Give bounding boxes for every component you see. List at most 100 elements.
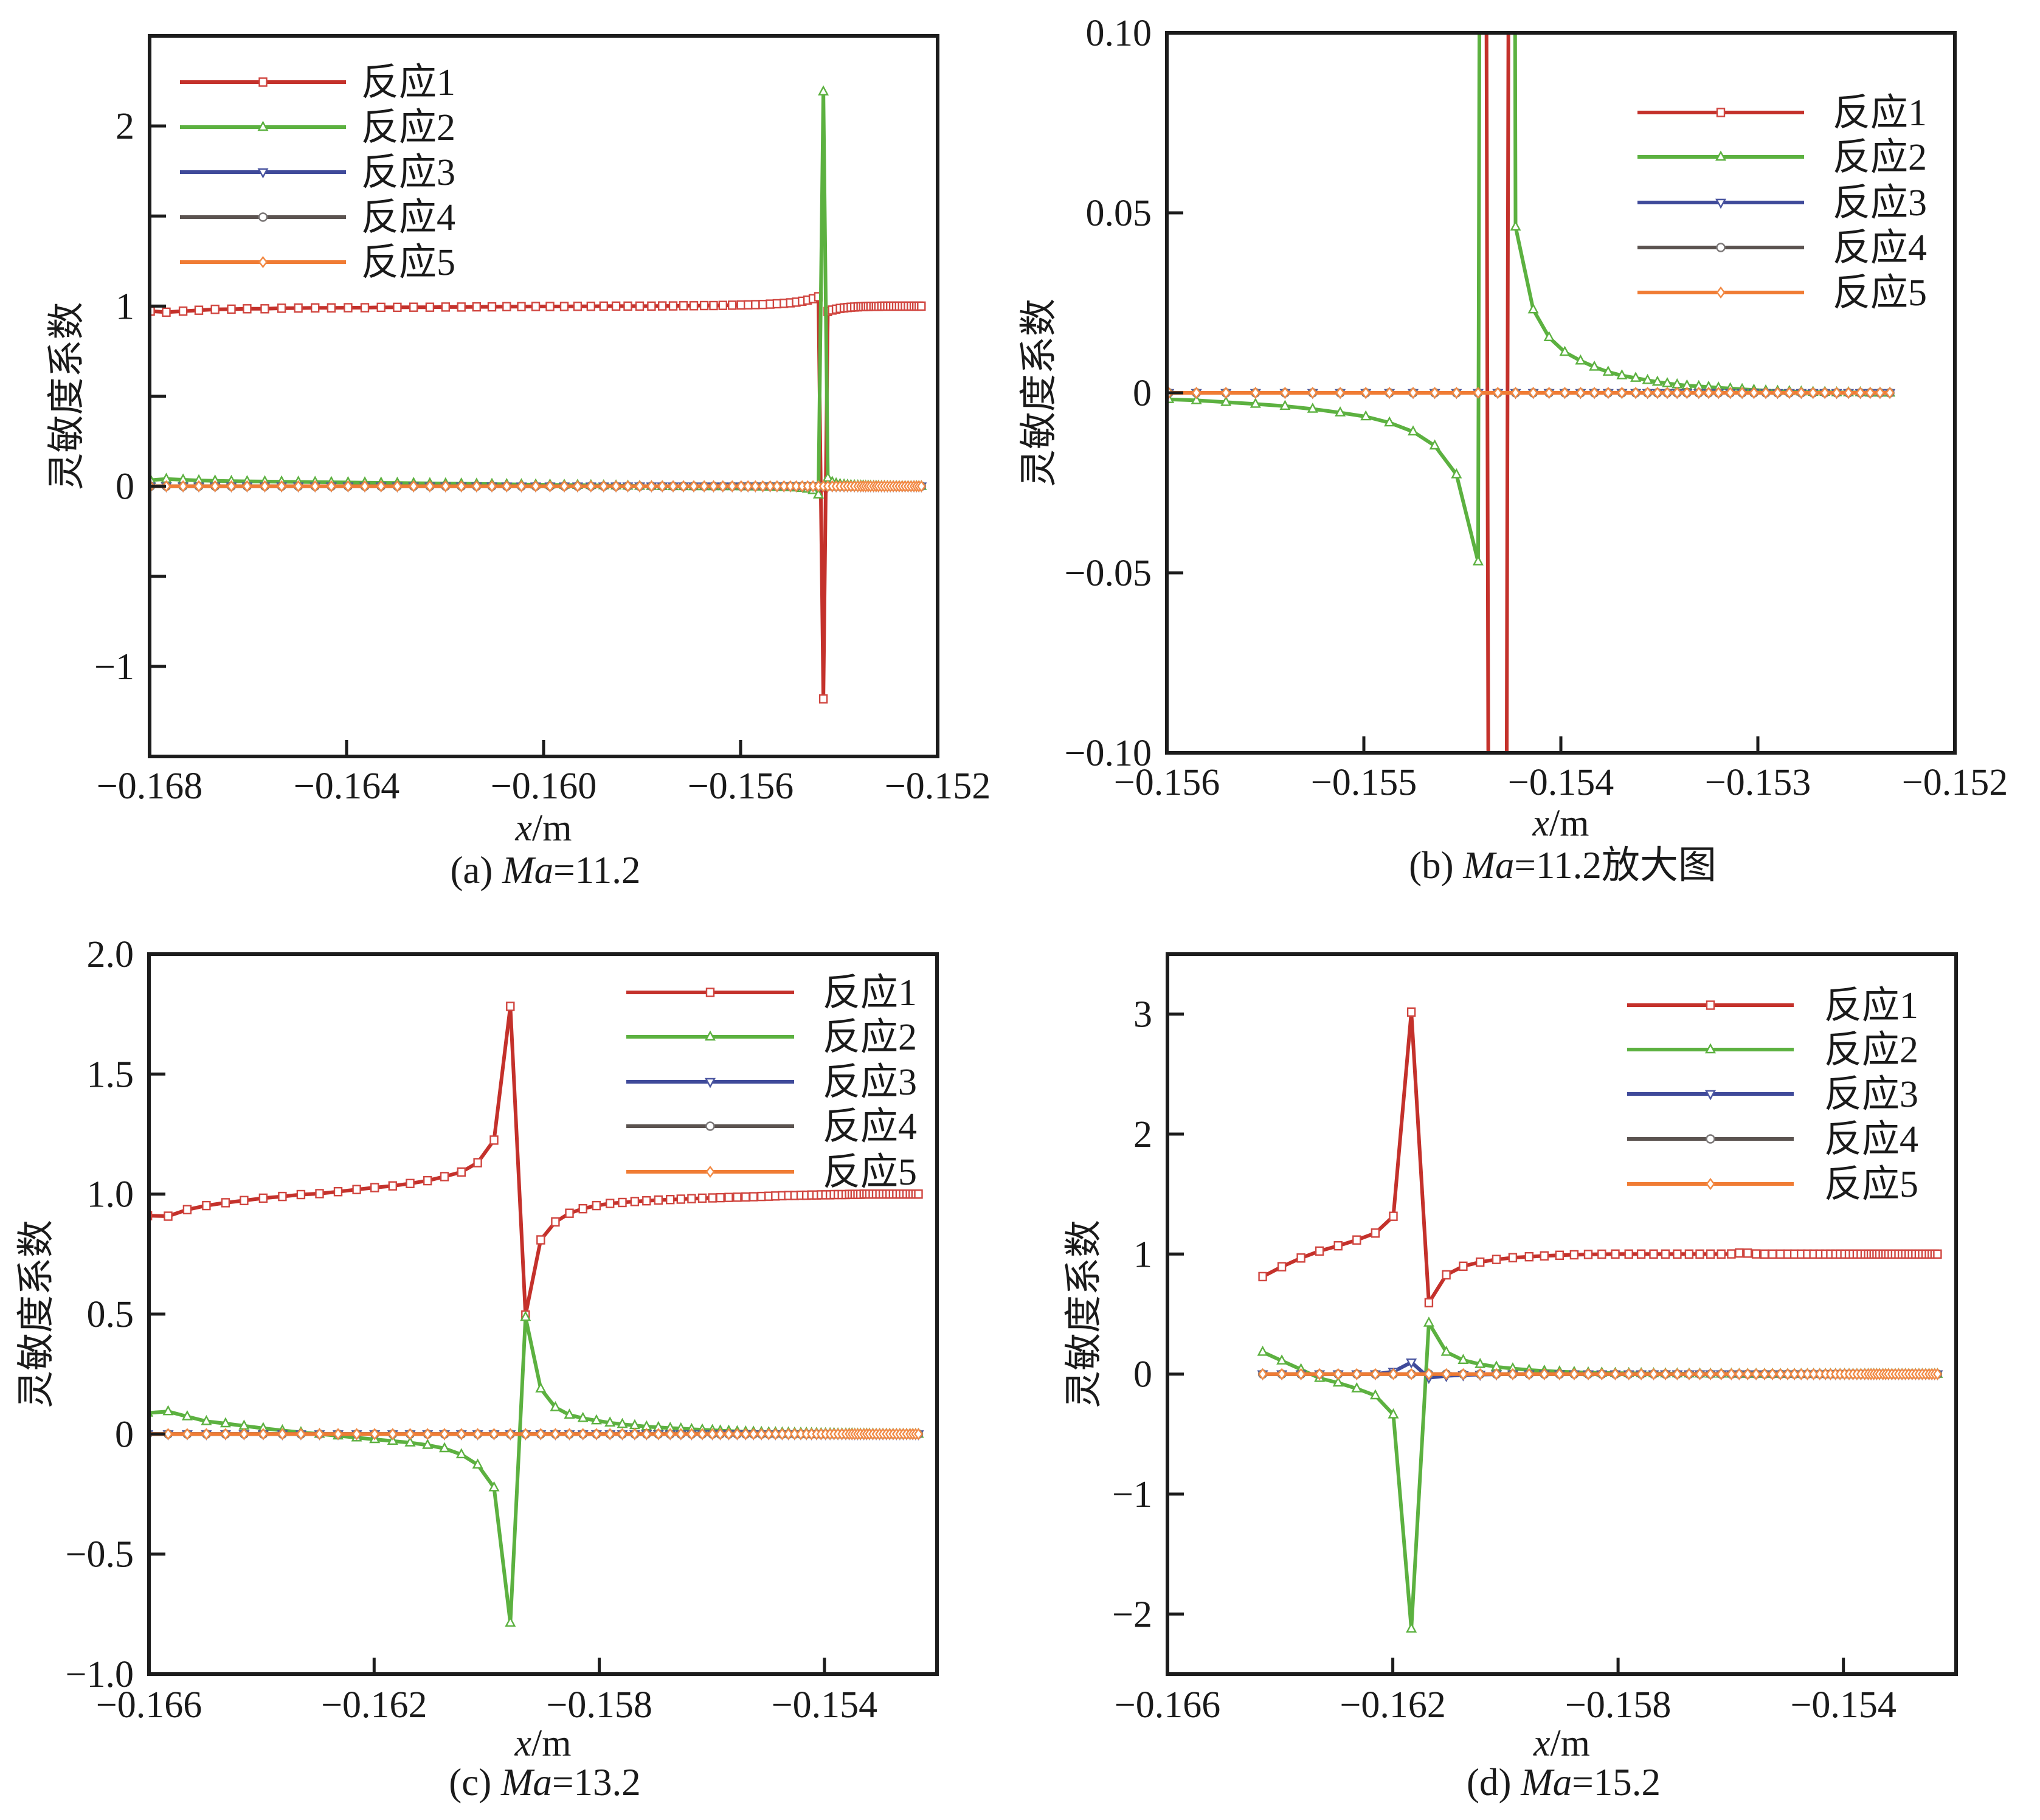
x-tick-label: −0.158 bbox=[1565, 1684, 1671, 1726]
data-point-reaction-1 bbox=[260, 304, 269, 314]
data-point-reaction-5 bbox=[1802, 1368, 1812, 1380]
series-reaction-5 bbox=[1167, 387, 1895, 399]
data-point-reaction-2 bbox=[438, 1442, 451, 1453]
data-point-reaction-5 bbox=[1544, 387, 1554, 399]
data-point-reaction-2 bbox=[1369, 1389, 1381, 1400]
data-point-reaction-5 bbox=[310, 480, 320, 493]
data-point-reaction-5 bbox=[370, 1428, 379, 1441]
data-point-reaction-5 bbox=[1796, 1368, 1806, 1380]
data-point-reaction-5 bbox=[294, 480, 303, 493]
data-point-reaction-1 bbox=[221, 1198, 230, 1208]
data-point-reaction-5 bbox=[1555, 1368, 1565, 1380]
data-point-reaction-2 bbox=[1360, 410, 1372, 421]
data-point-reaction-1 bbox=[1775, 1249, 1785, 1259]
data-point-reaction-1 bbox=[315, 1189, 324, 1199]
data-point-reaction-1 bbox=[1352, 1235, 1361, 1245]
triangle-down-marker-icon bbox=[257, 168, 269, 179]
data-point-reaction-1 bbox=[440, 1172, 449, 1182]
data-point-reaction-1 bbox=[352, 1185, 361, 1194]
panel-caption: (d) Ma=15.2 bbox=[1467, 1761, 1661, 1804]
data-point-reaction-1 bbox=[1333, 1240, 1343, 1251]
data-point-reaction-5 bbox=[1649, 1368, 1658, 1380]
data-point-reaction-1 bbox=[724, 1192, 733, 1202]
data-point-reaction-2 bbox=[488, 1481, 500, 1492]
legend-label: 反应5 bbox=[1824, 1164, 1918, 1205]
legend-entry: 反应2 bbox=[1637, 137, 1927, 178]
data-point-reaction-2 bbox=[564, 1408, 575, 1419]
y-tick-label: 0.05 bbox=[1086, 193, 1152, 234]
caption-prefix: (b) bbox=[1409, 844, 1463, 887]
caption-suffix: =11.2 bbox=[553, 849, 640, 891]
legend-label: 反应5 bbox=[1833, 272, 1927, 314]
data-point-reaction-1 bbox=[506, 1002, 515, 1011]
data-point-reaction-1 bbox=[1673, 1249, 1682, 1259]
data-point-reaction-5 bbox=[1636, 1368, 1646, 1380]
data-point-reaction-5 bbox=[221, 1428, 230, 1441]
data-point-reaction-5 bbox=[1569, 1368, 1579, 1380]
data-point-reaction-2 bbox=[1440, 1345, 1452, 1356]
legend-entry: 反应5 bbox=[1627, 1164, 1918, 1205]
data-point-reaction-5 bbox=[1796, 387, 1806, 399]
data-point-reaction-1 bbox=[1406, 1007, 1416, 1017]
data-point-reaction-5 bbox=[1643, 387, 1653, 399]
data-point-reaction-1 bbox=[679, 301, 688, 311]
data-point-reaction-5 bbox=[1743, 1368, 1752, 1380]
x-tick-label: −0.156 bbox=[688, 766, 794, 807]
data-point-reaction-1 bbox=[1695, 1249, 1704, 1259]
data-point-reaction-5 bbox=[1785, 387, 1794, 399]
data-point-reaction-5 bbox=[1682, 387, 1692, 399]
data-point-reaction-1 bbox=[1524, 1251, 1534, 1262]
x-tick-label: −0.164 bbox=[294, 766, 399, 807]
data-point-reaction-5 bbox=[545, 480, 555, 493]
data-point-reaction-5 bbox=[578, 1428, 588, 1441]
data-point-reaction-5 bbox=[792, 480, 801, 493]
data-point-reaction-1 bbox=[311, 303, 320, 313]
data-point-reaction-5 bbox=[1704, 387, 1713, 399]
square-marker-icon bbox=[705, 988, 715, 997]
data-point-reaction-5 bbox=[764, 1428, 773, 1441]
data-point-reaction-2 bbox=[1388, 1408, 1399, 1419]
data-point-reaction-1 bbox=[1735, 1248, 1744, 1258]
data-point-reaction-2 bbox=[520, 1310, 531, 1321]
data-point-reaction-1 bbox=[665, 1194, 675, 1205]
data-point-reaction-5 bbox=[1560, 387, 1569, 399]
data-point-reaction-1 bbox=[657, 301, 667, 311]
y-tick-label: 3 bbox=[1133, 994, 1152, 1036]
triangle-down-marker-icon bbox=[1704, 1090, 1717, 1101]
data-point-reaction-1 bbox=[210, 305, 220, 314]
x-tick-label: −0.152 bbox=[885, 766, 991, 807]
data-point-reaction-5 bbox=[1251, 387, 1260, 399]
data-point-reaction-5 bbox=[260, 480, 269, 493]
data-point-reaction-2 bbox=[1406, 1622, 1417, 1633]
data-point-reaction-1 bbox=[697, 1193, 707, 1203]
x-axis-unit: /m bbox=[1551, 1723, 1590, 1764]
data-point-reaction-5 bbox=[676, 1428, 686, 1441]
data-point-reaction-1 bbox=[258, 1193, 268, 1203]
panel-a: −0.168 −0.164 −0.160 −0.156 −0.152 2 1 0 −1 x/m 灵敏… bbox=[46, 34, 991, 891]
x-axis-variable: x bbox=[1533, 1723, 1551, 1764]
data-point-reaction-5 bbox=[360, 480, 370, 493]
data-point-reaction-1 bbox=[1684, 1249, 1694, 1259]
data-point-reaction-1 bbox=[1389, 1211, 1398, 1221]
legend-label: 反应1 bbox=[1833, 92, 1927, 134]
data-point-reaction-1 bbox=[457, 302, 466, 312]
data-point-reaction-5 bbox=[1760, 1368, 1769, 1380]
data-point-reaction-5 bbox=[1458, 1368, 1468, 1380]
triangle-up-marker-icon bbox=[704, 1030, 716, 1041]
data-point-reaction-2 bbox=[1191, 393, 1202, 404]
data-point-reaction-1 bbox=[1583, 1250, 1593, 1259]
data-point-reaction-1 bbox=[489, 1135, 499, 1145]
data-point-reaction-1 bbox=[388, 1181, 397, 1191]
x-axis-label: x/m bbox=[515, 808, 572, 849]
data-point-reaction-1 bbox=[243, 304, 252, 314]
data-point-reaction-2 bbox=[1472, 555, 1484, 566]
data-point-reaction-1 bbox=[1727, 1249, 1736, 1259]
data-point-reaction-2 bbox=[617, 1417, 628, 1428]
data-point-reaction-1 bbox=[178, 306, 188, 316]
data-point-reaction-1 bbox=[1475, 1257, 1485, 1267]
data-point-reaction-5 bbox=[227, 480, 236, 493]
data-point-reaction-1 bbox=[1760, 1249, 1769, 1259]
data-point-reaction-5 bbox=[352, 1428, 362, 1441]
data-point-reaction-5 bbox=[1583, 1368, 1593, 1380]
